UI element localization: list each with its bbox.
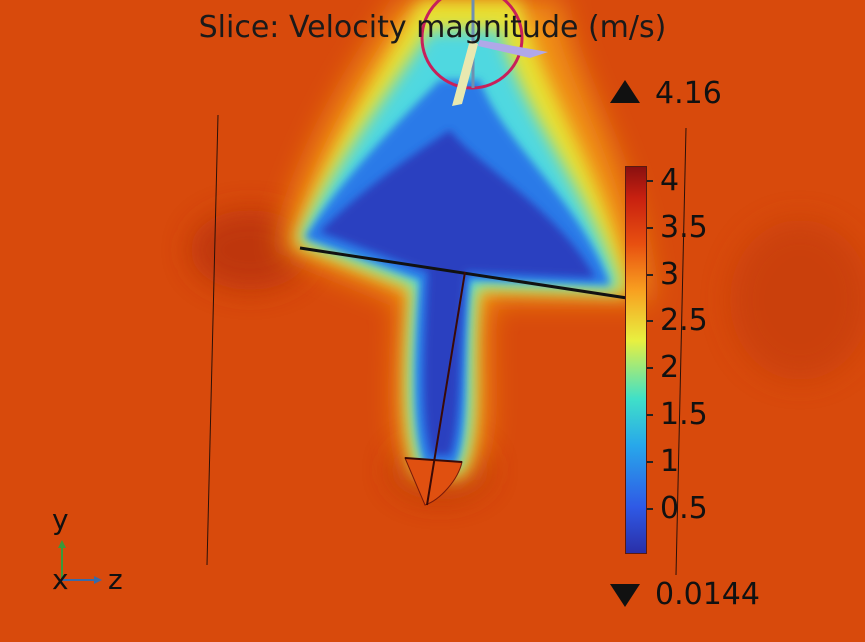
colorbar-tick-label: 4 <box>660 162 680 198</box>
max-value-label: 4.16 <box>655 76 722 111</box>
colorbar-tick <box>647 460 653 463</box>
gizmo-axis-arrow <box>478 40 548 58</box>
max-marker <box>610 80 640 103</box>
colorbar-tick-label: 2 <box>660 350 680 386</box>
triad-z-arrow <box>94 576 102 584</box>
colorbar-tick-label: 3 <box>660 256 680 292</box>
triad-y-arrow <box>58 540 66 548</box>
colorbar-tick <box>647 413 653 416</box>
colorbar-tick <box>647 226 653 229</box>
stagnation-zone <box>730 220 865 380</box>
colorbar-tick <box>647 179 653 182</box>
triad-z-label: z <box>108 563 123 596</box>
mast-line <box>426 271 466 506</box>
plot-title: Slice: Velocity magnitude (m/s) <box>198 10 667 45</box>
colorbar-tick-label: 1.5 <box>660 396 708 432</box>
colorbar-tick-label: 3.5 <box>660 209 708 245</box>
colorbar-tick <box>647 507 653 510</box>
wing-line <box>299 246 628 300</box>
triad-x-label: x <box>52 563 69 596</box>
colorbar-tick-label: 1 <box>660 443 680 479</box>
colorbar-tick-label: 2.5 <box>660 303 708 339</box>
triad-y-label: y <box>52 503 69 536</box>
body-cap-line <box>404 457 463 463</box>
min-marker <box>610 584 640 607</box>
colorbar-tick-label: 0.5 <box>660 490 708 526</box>
stagnation-zone <box>190 210 310 290</box>
min-value-label: 0.0144 <box>655 577 760 612</box>
colorbar <box>625 166 647 554</box>
gizmo-axis-arrow <box>452 40 478 106</box>
colorbar-tick <box>647 273 653 276</box>
domain-edge <box>675 127 687 576</box>
colorbar-tick <box>647 320 653 323</box>
wake-region <box>320 130 595 455</box>
colorbar-tick <box>647 367 653 370</box>
domain-edge <box>206 114 219 566</box>
